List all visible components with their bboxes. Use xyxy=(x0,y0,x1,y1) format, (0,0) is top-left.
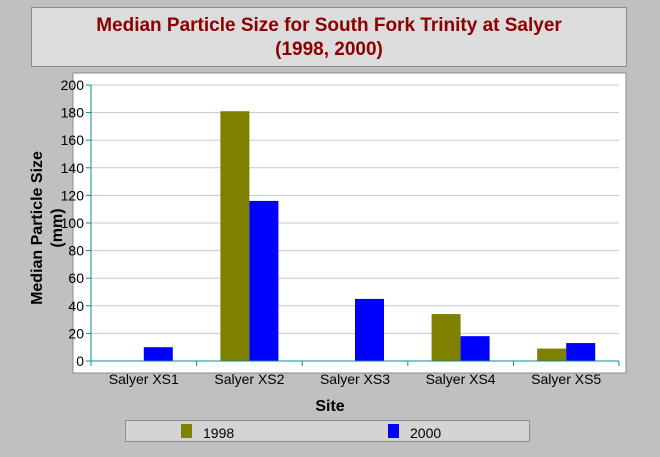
legend-label-2000: 2000 xyxy=(410,425,442,441)
x-tick-label-salyer-xs2: Salyer XS2 xyxy=(214,371,284,387)
chart-title-line1: Median Particle Size for South Fork Trin… xyxy=(96,15,562,36)
bar-2000-salyer-xs1 xyxy=(143,347,173,361)
legend: 1998 2000 xyxy=(125,420,530,442)
legend-swatch-1998 xyxy=(181,424,192,438)
y-axis-label: Median Particle Size (mm) xyxy=(28,151,68,305)
bar-1998-salyer-xs4 xyxy=(431,314,461,361)
y-tick-label-0: 0 xyxy=(76,353,84,369)
chart-title: Median Particle Size for South Fork Trin… xyxy=(31,7,627,67)
y-tick-label-180: 180 xyxy=(61,105,85,121)
y-tick-label-140: 140 xyxy=(61,160,85,176)
bar-2000-salyer-xs2 xyxy=(249,200,279,361)
x-tick-label-salyer-xs1: Salyer XS1 xyxy=(109,371,179,387)
chart-title-line2: (1998, 2000) xyxy=(275,39,383,60)
y-tick-label-60: 60 xyxy=(68,270,84,286)
y-tick-label-40: 40 xyxy=(68,298,84,314)
legend-label-1998: 1998 xyxy=(203,425,235,441)
legend-swatch-2000 xyxy=(388,424,399,438)
y-tick-label-160: 160 xyxy=(61,132,85,148)
labels-layer: 0 20 40 60 80 100 120 140 160 180 200 Salyer XS1 Sal… xyxy=(61,77,602,387)
x-tick-label-salyer-xs3: Salyer XS3 xyxy=(320,371,390,387)
bar-2000-salyer-xs4 xyxy=(460,336,490,361)
y-tick-label-120: 120 xyxy=(61,187,85,203)
x-tick-label-salyer-xs5: Salyer XS5 xyxy=(531,371,601,387)
bar-1998-salyer-xs5 xyxy=(537,348,567,361)
x-axis-label: Site xyxy=(315,398,345,415)
bar-1998-salyer-xs2 xyxy=(220,111,250,361)
y-axis-label-line1: Median Particle Size xyxy=(29,151,46,305)
bar-2000-salyer-xs5 xyxy=(566,343,596,361)
bar-2000-salyer-xs3 xyxy=(355,298,384,361)
y-tick-label-100: 100 xyxy=(61,215,85,231)
y-tick-label-20: 20 xyxy=(68,325,84,341)
y-tick-label-200: 200 xyxy=(61,77,85,93)
axis-layer xyxy=(86,84,620,366)
bars-layer xyxy=(143,111,596,361)
y-axis-label-line2: (mm) xyxy=(49,208,66,248)
x-tick-label-salyer-xs4: Salyer XS4 xyxy=(426,371,496,387)
y-tick-label-80: 80 xyxy=(68,243,84,259)
